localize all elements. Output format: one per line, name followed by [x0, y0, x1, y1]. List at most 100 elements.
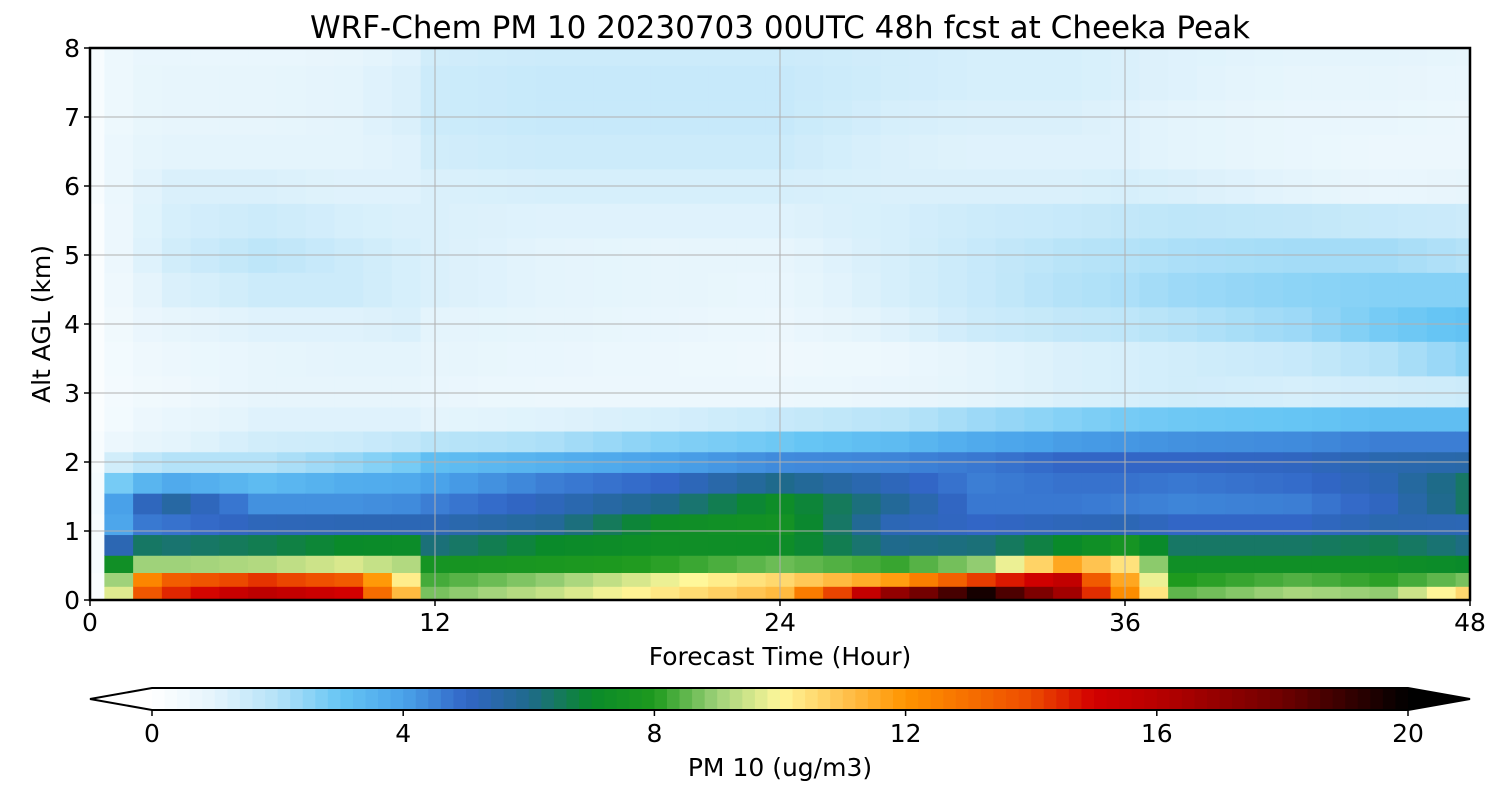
- heatmap-cell: [621, 555, 652, 573]
- heatmap-cell: [938, 406, 968, 432]
- heatmap-cell: [1369, 555, 1399, 573]
- colorbar-segment: [1257, 688, 1271, 710]
- heatmap-cell: [1455, 430, 1470, 453]
- heatmap-cell: [276, 48, 307, 66]
- heatmap-cell: [1168, 375, 1198, 408]
- colorbar-segment: [177, 688, 191, 710]
- heatmap-cell: [478, 48, 508, 66]
- heatmap-cell: [650, 572, 680, 587]
- heatmap-cell: [133, 65, 163, 101]
- heatmap-cell: [1311, 513, 1342, 536]
- heatmap-cell: [593, 472, 623, 494]
- heatmap-cell: [535, 555, 565, 573]
- heatmap-cell: [995, 472, 1025, 494]
- heatmap-cell: [1369, 472, 1399, 494]
- heatmap-cell: [1168, 48, 1198, 66]
- colorbar-segment: [252, 688, 266, 710]
- heatmap-cell: [104, 493, 134, 515]
- heatmap-cell: [478, 406, 508, 432]
- heatmap-cell: [1168, 203, 1198, 239]
- colorbar-segment: [1207, 688, 1221, 710]
- heatmap-cell: [535, 493, 565, 515]
- heatmap-cell: [190, 555, 220, 573]
- heatmap-cell: [1053, 555, 1083, 573]
- heatmap-cell: [1168, 513, 1198, 536]
- heatmap-cell: [1139, 572, 1169, 587]
- heatmap-cell: [1426, 430, 1457, 453]
- heatmap-cell: [1398, 341, 1428, 377]
- heatmap-cell: [363, 572, 393, 587]
- y-tick-label: 0: [64, 586, 80, 615]
- heatmap-cell: [1081, 534, 1112, 556]
- heatmap-cell: [708, 272, 738, 308]
- heatmap-cell: [104, 472, 134, 494]
- x-tick-label: 36: [1109, 608, 1141, 637]
- heatmap-cell: [1340, 430, 1370, 453]
- heatmap-cell: [1426, 534, 1457, 556]
- heatmap-cell: [190, 586, 220, 600]
- heatmap-cell: [1398, 493, 1428, 515]
- heatmap-cell: [334, 572, 364, 587]
- heatmap-cell: [1340, 472, 1370, 494]
- heatmap-cell: [1081, 375, 1112, 408]
- heatmap-cell: [650, 472, 680, 494]
- colorbar-segment: [1294, 688, 1309, 710]
- heatmap-cell: [90, 272, 105, 308]
- heatmap-cell: [938, 65, 968, 101]
- heatmap-cell: [708, 430, 738, 453]
- colorbar-segment: [277, 688, 291, 710]
- heatmap-cell: [995, 341, 1025, 377]
- colorbar-segment: [1006, 688, 1020, 710]
- heatmap-cell: [219, 493, 249, 515]
- heatmap-cell: [276, 375, 307, 408]
- heatmap-cell: [535, 513, 565, 536]
- heatmap-cell: [1196, 430, 1227, 453]
- heatmap-cell: [679, 341, 709, 377]
- heatmap-cell: [161, 65, 192, 101]
- colorbar-segment: [1043, 688, 1057, 710]
- heatmap-cell: [535, 586, 565, 600]
- heatmap-cell: [679, 534, 709, 556]
- heatmap-cell: [966, 555, 997, 573]
- heatmap-cell: [880, 203, 910, 239]
- heatmap-cell: [995, 65, 1025, 101]
- heatmap-cell: [1455, 341, 1470, 377]
- heatmap-cell: [219, 572, 249, 587]
- colorbar-segment: [629, 688, 643, 710]
- heatmap-cell: [1311, 341, 1342, 377]
- heatmap-cell: [1283, 586, 1313, 600]
- heatmap-cell: [938, 513, 968, 536]
- heatmap-cell: [679, 513, 709, 536]
- heatmap-cell: [1283, 48, 1313, 66]
- colorbar-segment: [503, 688, 517, 710]
- heatmap-cell: [1081, 65, 1112, 101]
- heatmap-cell: [851, 341, 882, 377]
- heatmap-cell: [1398, 203, 1428, 239]
- heatmap-cell: [276, 472, 307, 494]
- heatmap-cell: [736, 48, 767, 66]
- heatmap-cell: [1024, 272, 1054, 308]
- heatmap-cell: [593, 65, 623, 101]
- heatmap-cell: [593, 375, 623, 408]
- heatmap-cell: [1196, 572, 1227, 587]
- heatmap-cell: [736, 534, 767, 556]
- heatmap-cell: [593, 534, 623, 556]
- heatmap-cell: [650, 134, 680, 170]
- heatmap-cell: [276, 534, 307, 556]
- colorbar-segment: [1181, 688, 1195, 710]
- heatmap-cell: [1053, 203, 1083, 239]
- heatmap-cell: [219, 341, 249, 377]
- colorbar-segment: [943, 688, 957, 710]
- heatmap-cell: [794, 48, 824, 66]
- heatmap-cell: [1053, 430, 1083, 453]
- heatmap-cell: [449, 472, 479, 494]
- heatmap-cell: [248, 375, 278, 408]
- heatmap-cell: [708, 534, 738, 556]
- heatmap-cell: [305, 203, 335, 239]
- heatmap-cell: [851, 65, 882, 101]
- heatmap-cell: [104, 534, 134, 556]
- heatmap-cell: [679, 406, 709, 432]
- heatmap-cell: [938, 586, 968, 600]
- heatmap-cell: [1283, 555, 1313, 573]
- heatmap-cell: [966, 272, 997, 308]
